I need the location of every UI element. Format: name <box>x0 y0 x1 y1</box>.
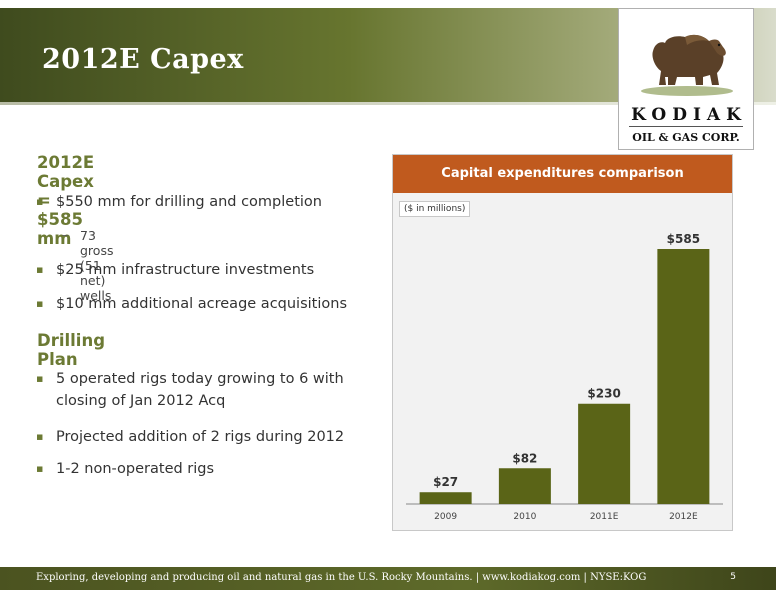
bullet-text: Projected addition of 2 rigs during 2012 <box>56 429 345 445</box>
square-bullet-icon: ▪ <box>36 430 44 443</box>
x-tick-label: 2010 <box>513 512 536 522</box>
bar-2012E <box>657 249 710 504</box>
data-label: $585 <box>667 232 700 246</box>
bar-chart-plot: $27 2009 $82 2010 $230 2011E $585 2012E <box>406 232 723 522</box>
logo-divider <box>629 126 743 127</box>
x-tick-label: 2009 <box>434 512 457 522</box>
dash-bullet-icon: – <box>62 227 69 242</box>
sub-bullet-text: 73 gross (51 net) wells <box>80 228 114 303</box>
chart-title: Capital expenditures comparison <box>393 155 732 193</box>
logo-subtitle: OIL & GAS CORP. <box>632 131 740 144</box>
bar-2011E <box>578 403 631 504</box>
bullet-text: $25 mm infrastructure investments <box>56 262 315 278</box>
slide-title: 2012E Capex <box>42 44 244 75</box>
page-number: 5 <box>730 572 736 582</box>
bullet-item: ▪ $25 mm infrastructure investments <box>36 259 356 281</box>
capex-heading: 2012E Capex = $585 mm <box>37 153 95 248</box>
drilling-plan-heading: Drilling Plan <box>37 331 106 369</box>
square-bullet-icon: ▪ <box>36 195 44 208</box>
sub-bullet-item: – 73 gross (51 net) wells <box>62 227 114 303</box>
company-logo: KODIAK OIL & GAS CORP. <box>618 8 754 150</box>
bear-logo-icon <box>641 34 733 96</box>
data-label: $27 <box>433 475 458 489</box>
data-label: $82 <box>512 451 537 465</box>
bar-2010 <box>498 468 551 504</box>
bullet-text: $10 mm additional acreage acquisitions <box>56 296 347 312</box>
square-bullet-icon: ▪ <box>36 263 44 276</box>
square-bullet-icon: ▪ <box>36 462 44 475</box>
footer-text: Exploring, developing and producing oil … <box>36 572 647 583</box>
capex-chart: Capital expenditures comparison ($ in mi… <box>392 154 733 531</box>
bullet-text: $550 mm for drilling and completion <box>56 194 322 210</box>
bullet-text: 1-2 non-operated rigs <box>56 461 215 477</box>
bullet-item: ▪ $550 mm for drilling and completion <box>36 191 356 213</box>
bullet-item: ▪ $10 mm additional acreage acquisitions <box>36 293 356 315</box>
bullet-item: ▪ 5 operated rigs today growing to 6 wit… <box>36 368 356 412</box>
x-tick-label: 2012E <box>669 512 698 522</box>
bullet-text: 5 operated rigs today growing to 6 with … <box>56 371 344 409</box>
data-label: $230 <box>587 387 620 401</box>
bullet-item: ▪ Projected addition of 2 rigs during 20… <box>36 426 356 448</box>
logo-name: KODIAK <box>631 105 747 125</box>
bar-2009 <box>419 492 472 504</box>
square-bullet-icon: ▪ <box>36 297 44 310</box>
x-tick-label: 2011E <box>590 512 619 522</box>
footer-bar: Exploring, developing and producing oil … <box>0 567 776 590</box>
chart-unit-note: ($ in millions) <box>399 201 471 217</box>
square-bullet-icon: ▪ <box>36 372 44 385</box>
bullet-item: ▪ 1-2 non-operated rigs <box>36 458 356 480</box>
